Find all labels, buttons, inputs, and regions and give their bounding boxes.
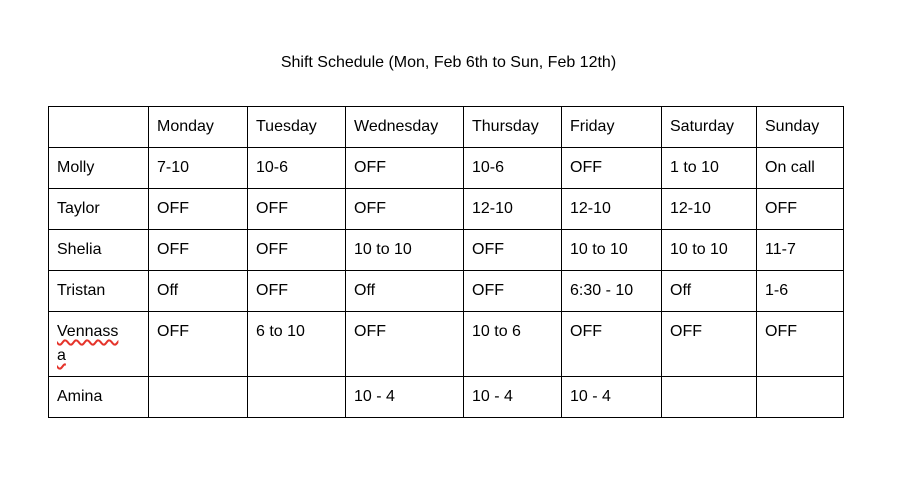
shift-cell[interactable]: 10-6 [247, 147, 346, 189]
shift-cell[interactable]: 10 to 6 [463, 311, 562, 377]
column-header-wednesday[interactable]: Wednesday [345, 106, 464, 148]
shift-cell[interactable]: On call [756, 147, 844, 189]
shift-cell[interactable]: 10 - 4 [463, 376, 562, 418]
shift-cell[interactable]: 10 to 10 [561, 229, 662, 271]
column-header-thursday[interactable]: Thursday [463, 106, 562, 148]
shift-schedule-table: Monday Tuesday Wednesday Thursday Friday… [48, 106, 844, 418]
shift-cell[interactable]: OFF [463, 270, 562, 312]
shift-cell[interactable]: 6 to 10 [247, 311, 346, 377]
row-amina: Amina 10 - 4 10 - 4 10 - 4 [48, 376, 844, 418]
employee-name: Tristan [57, 282, 106, 299]
page-title[interactable]: Shift Schedule (Mon, Feb 6th to Sun, Feb… [280, 54, 617, 71]
shift-cell[interactable]: 10 - 4 [345, 376, 464, 418]
column-header-friday[interactable]: Friday [561, 106, 662, 148]
shift-cell[interactable]: OFF [661, 311, 757, 377]
employee-name-misspelled: Vennassa [57, 323, 119, 364]
shift-cell[interactable]: Off [148, 270, 248, 312]
shift-cell[interactable]: OFF [247, 229, 346, 271]
shift-cell[interactable]: 10 - 4 [561, 376, 662, 418]
shift-cell[interactable]: 1-6 [756, 270, 844, 312]
shift-cell[interactable]: 7-10 [148, 147, 248, 189]
shift-cell[interactable]: OFF [148, 311, 248, 377]
employee-name-cell[interactable]: Taylor [48, 188, 149, 230]
shift-cell[interactable]: OFF [148, 188, 248, 230]
shift-cell[interactable]: 11-7 [756, 229, 844, 271]
column-header-tuesday[interactable]: Tuesday [247, 106, 346, 148]
shift-cell[interactable]: OFF [148, 229, 248, 271]
shift-cell[interactable]: 10 to 10 [345, 229, 464, 271]
employee-name-cell[interactable]: Vennassa [48, 311, 149, 377]
shift-cell[interactable]: 6:30 - 10 [561, 270, 662, 312]
corner-cell[interactable] [48, 106, 149, 148]
shift-cell[interactable] [247, 376, 346, 418]
column-header-sunday[interactable]: Sunday [756, 106, 844, 148]
employee-name-cell[interactable]: Amina [48, 376, 149, 418]
header-row: Monday Tuesday Wednesday Thursday Friday… [48, 106, 844, 148]
row-tristan: Tristan Off OFF Off OFF 6:30 - 10 Off 1-… [48, 270, 844, 312]
shift-cell[interactable]: OFF [463, 229, 562, 271]
employee-name: Molly [57, 159, 95, 176]
row-vennassa: Vennassa OFF 6 to 10 OFF 10 to 6 OFF OFF… [48, 311, 844, 377]
employee-name-cell[interactable]: Molly [48, 147, 149, 189]
column-header-monday[interactable]: Monday [148, 106, 248, 148]
shift-cell[interactable] [756, 376, 844, 418]
shift-cell[interactable]: 10 to 10 [661, 229, 757, 271]
employee-name-cell[interactable]: Tristan [48, 270, 149, 312]
shift-cell[interactable]: OFF [756, 188, 844, 230]
shift-cell[interactable]: OFF [561, 311, 662, 377]
shift-cell[interactable]: OFF [345, 188, 464, 230]
shift-cell[interactable]: OFF [561, 147, 662, 189]
shift-cell[interactable]: OFF [756, 311, 844, 377]
row-molly: Molly 7-10 10-6 OFF 10-6 OFF 1 to 10 On … [48, 147, 844, 189]
shift-cell[interactable]: Off [345, 270, 464, 312]
employee-name-cell[interactable]: Shelia [48, 229, 149, 271]
shift-cell[interactable]: 12-10 [661, 188, 757, 230]
shift-cell[interactable]: 1 to 10 [661, 147, 757, 189]
employee-name: Amina [57, 388, 103, 405]
shift-cell[interactable]: OFF [247, 270, 346, 312]
employee-name: Taylor [57, 200, 100, 217]
row-taylor: Taylor OFF OFF OFF 12-10 12-10 12-10 OFF [48, 188, 844, 230]
shift-cell[interactable] [148, 376, 248, 418]
employee-name: Shelia [57, 241, 102, 258]
shift-cell[interactable]: 12-10 [463, 188, 562, 230]
shift-cell[interactable]: OFF [345, 147, 464, 189]
shift-cell[interactable]: OFF [345, 311, 464, 377]
column-header-saturday[interactable]: Saturday [661, 106, 757, 148]
shift-cell[interactable]: 10-6 [463, 147, 562, 189]
row-shelia: Shelia OFF OFF 10 to 10 OFF 10 to 10 10 … [48, 229, 844, 271]
shift-cell[interactable]: Off [661, 270, 757, 312]
shift-cell[interactable] [661, 376, 757, 418]
shift-cell[interactable]: 12-10 [561, 188, 662, 230]
shift-cell[interactable]: OFF [247, 188, 346, 230]
